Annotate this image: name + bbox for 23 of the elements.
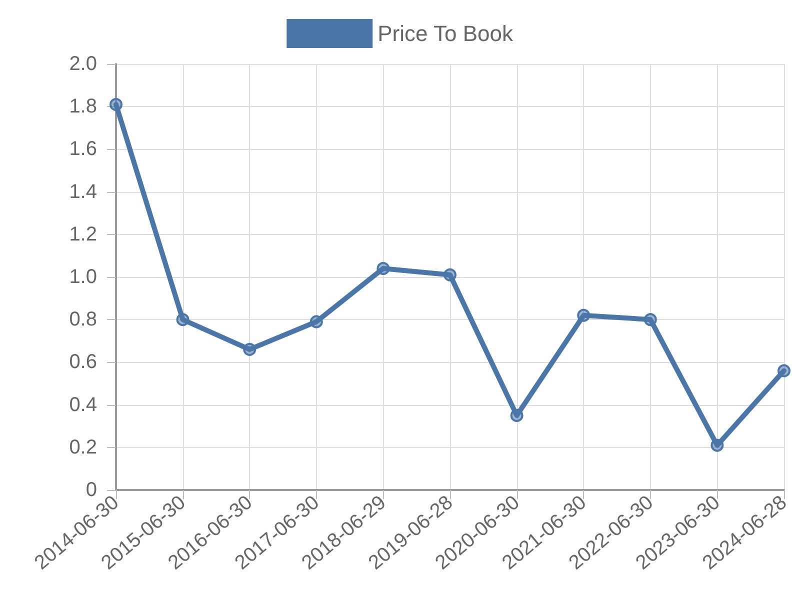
- legend-label: Price To Book: [378, 21, 514, 46]
- point: [510, 408, 524, 422]
- y-tick-label: 0.6: [69, 351, 97, 374]
- y-tick-label: 2.0: [69, 53, 97, 75]
- point: [243, 342, 256, 356]
- point: [176, 313, 190, 326]
- point: [310, 315, 323, 328]
- y-tick-label: 0: [86, 479, 97, 501]
- y-tick-label: 0.4: [69, 394, 97, 416]
- y-tick-label: 0.2: [69, 436, 97, 458]
- point: [710, 438, 724, 452]
- point: [577, 308, 590, 322]
- y-tick-label: 1.2: [69, 223, 97, 246]
- point: [778, 364, 790, 378]
- y-tick-label: 1.4: [69, 180, 97, 203]
- point: [444, 268, 456, 282]
- y-tick-label: 1.0: [69, 266, 97, 288]
- point: [376, 262, 390, 275]
- point: [644, 313, 657, 326]
- y-tick-label: 1.8: [69, 96, 97, 118]
- y-tick-label: 1.6: [69, 138, 97, 160]
- point: [110, 98, 122, 111]
- y-tick-label: 0.8: [69, 308, 97, 331]
